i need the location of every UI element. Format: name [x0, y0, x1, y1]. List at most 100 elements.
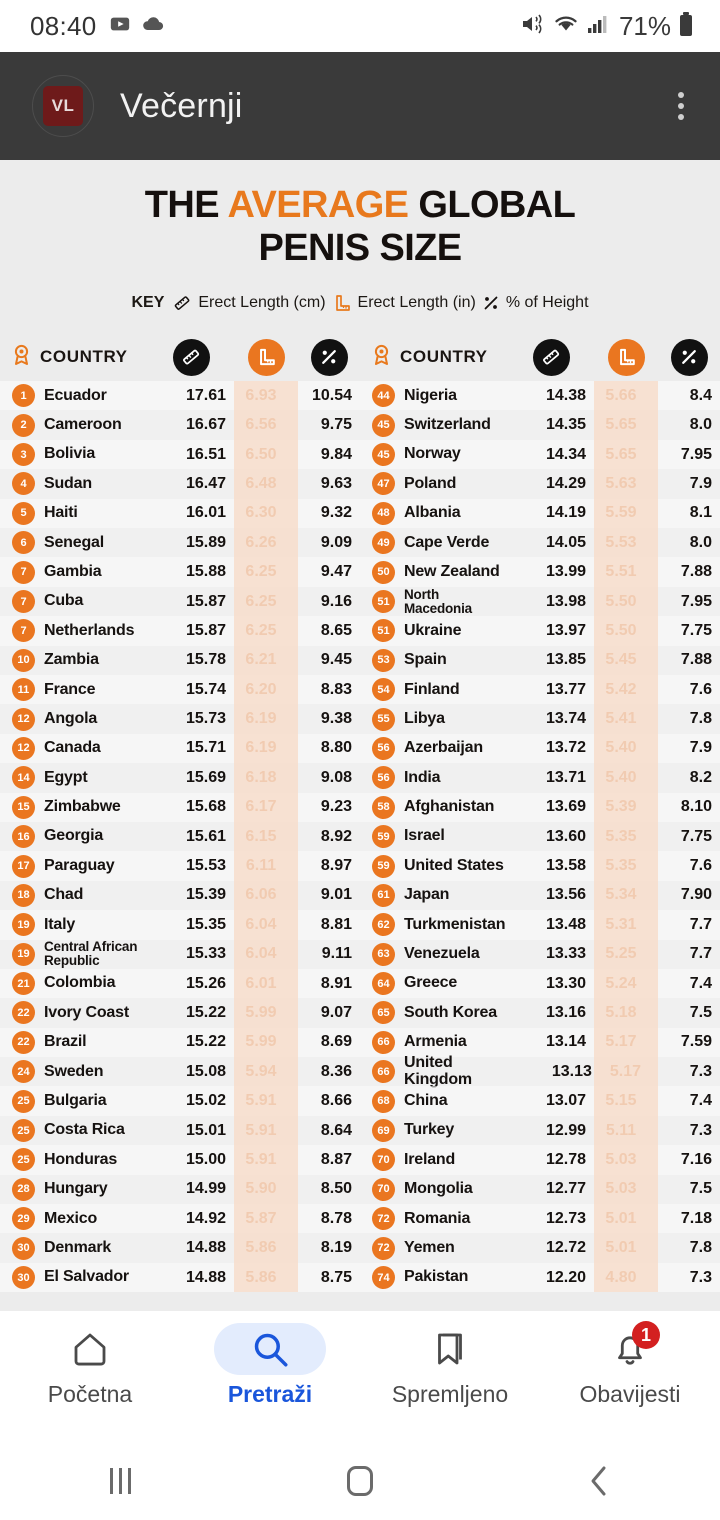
- bookmark-icon[interactable]: [394, 1323, 506, 1375]
- value-percent-of-height: 7.4: [689, 974, 712, 992]
- play-store-icon: [109, 13, 131, 40]
- country-name: Egypt: [44, 769, 88, 786]
- nav-item-početna[interactable]: Početna: [0, 1323, 180, 1408]
- value-percent-of-height: 9.45: [320, 651, 352, 669]
- rank-badge: 59: [372, 825, 395, 849]
- inch-highlight-band: [594, 763, 658, 793]
- home-button-icon[interactable]: [240, 1466, 480, 1496]
- status-bar-system-icons: 71%: [520, 11, 694, 42]
- back-icon[interactable]: [480, 1464, 720, 1498]
- column-header-country-right: COUNTRY: [372, 344, 508, 371]
- ruler-icon-header-right: [532, 338, 570, 376]
- title-post: GLOBAL: [408, 184, 576, 226]
- value-cm: 14.92: [185, 1209, 226, 1227]
- inch-highlight-band: [234, 1145, 298, 1175]
- value-cm: 15.22: [185, 1033, 226, 1051]
- country-name: Afghanistan: [404, 799, 495, 816]
- battery-percentage: 71%: [618, 10, 671, 41]
- rank-badge: 56: [372, 766, 395, 790]
- country-name: Finland: [404, 681, 460, 698]
- value-cm: 16.51: [185, 445, 226, 463]
- value-cm: 15.87: [185, 592, 226, 610]
- infographic-content[interactable]: THE AVERAGE GLOBAL PENIS SIZE KEY Erect …: [0, 160, 720, 1311]
- recents-icon[interactable]: [0, 1468, 240, 1494]
- nav-item-label: Pretraži: [227, 1381, 313, 1407]
- value-cm: 13.13: [551, 1062, 592, 1080]
- inch-highlight-band: [234, 498, 298, 529]
- infographic-key-legend: KEY Erect Length (cm) Erect Length (in) …: [0, 293, 720, 313]
- title-highlight: AVERAGE: [227, 184, 410, 226]
- kebab-menu-icon[interactable]: [670, 82, 692, 130]
- country-name: Ireland: [404, 1151, 456, 1168]
- bell-icon[interactable]: 1: [574, 1321, 686, 1375]
- country-name: Gambia: [44, 563, 102, 580]
- value-percent-of-height: 8.1: [689, 504, 712, 522]
- status-bar-notification-icons: [109, 13, 165, 40]
- value-percent-of-height: 9.07: [320, 1003, 352, 1021]
- inch-highlight-band: [594, 998, 658, 1028]
- ruler-icon-header-left: [172, 338, 210, 376]
- value-cm: 12.78: [545, 1150, 586, 1168]
- value-cm: 13.69: [545, 798, 586, 816]
- infographic-title-line2: PENIS SIZE: [258, 226, 462, 269]
- country-name: Turkey: [404, 1122, 455, 1139]
- value-cm: 13.60: [545, 827, 586, 845]
- country-name: Yemen: [404, 1239, 455, 1256]
- country-name: Cameroon: [44, 417, 122, 434]
- rank-badge: 58: [372, 795, 395, 819]
- key-item-2-label: % of Height: [505, 294, 589, 312]
- inch-highlight-band: [234, 439, 298, 470]
- inch-highlight-band: [594, 1115, 658, 1146]
- rank-badge: 50: [372, 560, 395, 584]
- country-name: Hungary: [44, 1181, 108, 1198]
- inch-highlight-band: [234, 998, 298, 1028]
- value-percent-of-height: 9.47: [320, 563, 352, 581]
- column-header-percent-left: [298, 338, 360, 376]
- country-name: Bolivia: [44, 446, 96, 463]
- country-name: Brazil: [44, 1034, 87, 1051]
- country-name: Albania: [404, 505, 461, 522]
- rank-badge: 63: [372, 942, 395, 966]
- key-label: KEY: [131, 294, 165, 312]
- value-percent-of-height: 8.4: [689, 386, 712, 404]
- value-percent-of-height: 7.8: [689, 1239, 712, 1257]
- country-name: Haiti: [44, 505, 78, 522]
- rank-badge: 47: [372, 472, 395, 496]
- inch-highlight-band: [594, 498, 658, 529]
- nav-item-spremljeno[interactable]: Spremljeno: [360, 1323, 540, 1408]
- value-cm: 12.20: [545, 1268, 586, 1286]
- nav-item-pretraži[interactable]: Pretraži: [180, 1323, 360, 1408]
- value-cm: 13.07: [545, 1092, 586, 1110]
- value-percent-of-height: 7.9: [689, 474, 712, 492]
- search-icon[interactable]: [214, 1323, 326, 1375]
- cloud-icon: [141, 15, 165, 38]
- nav-item-obavijesti[interactable]: 1 Obavijesti: [540, 1321, 720, 1408]
- home-icon[interactable]: [34, 1323, 146, 1375]
- nav-item-label: Obavijesti: [579, 1381, 681, 1407]
- value-percent-of-height: 8.69: [320, 1033, 352, 1051]
- inch-highlight-band: [234, 939, 298, 969]
- value-percent-of-height: 7.95: [680, 592, 712, 610]
- value-cm: 12.73: [545, 1209, 586, 1227]
- key-item-1-label: Erect Length (in): [357, 294, 476, 312]
- value-cm: 16.67: [185, 416, 226, 434]
- rank-badge: 4: [12, 472, 35, 496]
- value-percent-of-height: 9.16: [320, 592, 352, 610]
- value-cm: 13.33: [545, 945, 586, 963]
- nav-item-label: Spremljeno: [391, 1381, 509, 1407]
- table-header-right: COUNTRY: [360, 333, 720, 381]
- value-cm: 17.61: [185, 386, 226, 404]
- app-logo-text: VL: [43, 86, 83, 126]
- rank-badge: 48: [372, 501, 395, 525]
- country-name: Romania: [404, 1210, 471, 1227]
- value-cm: 15.73: [185, 710, 226, 728]
